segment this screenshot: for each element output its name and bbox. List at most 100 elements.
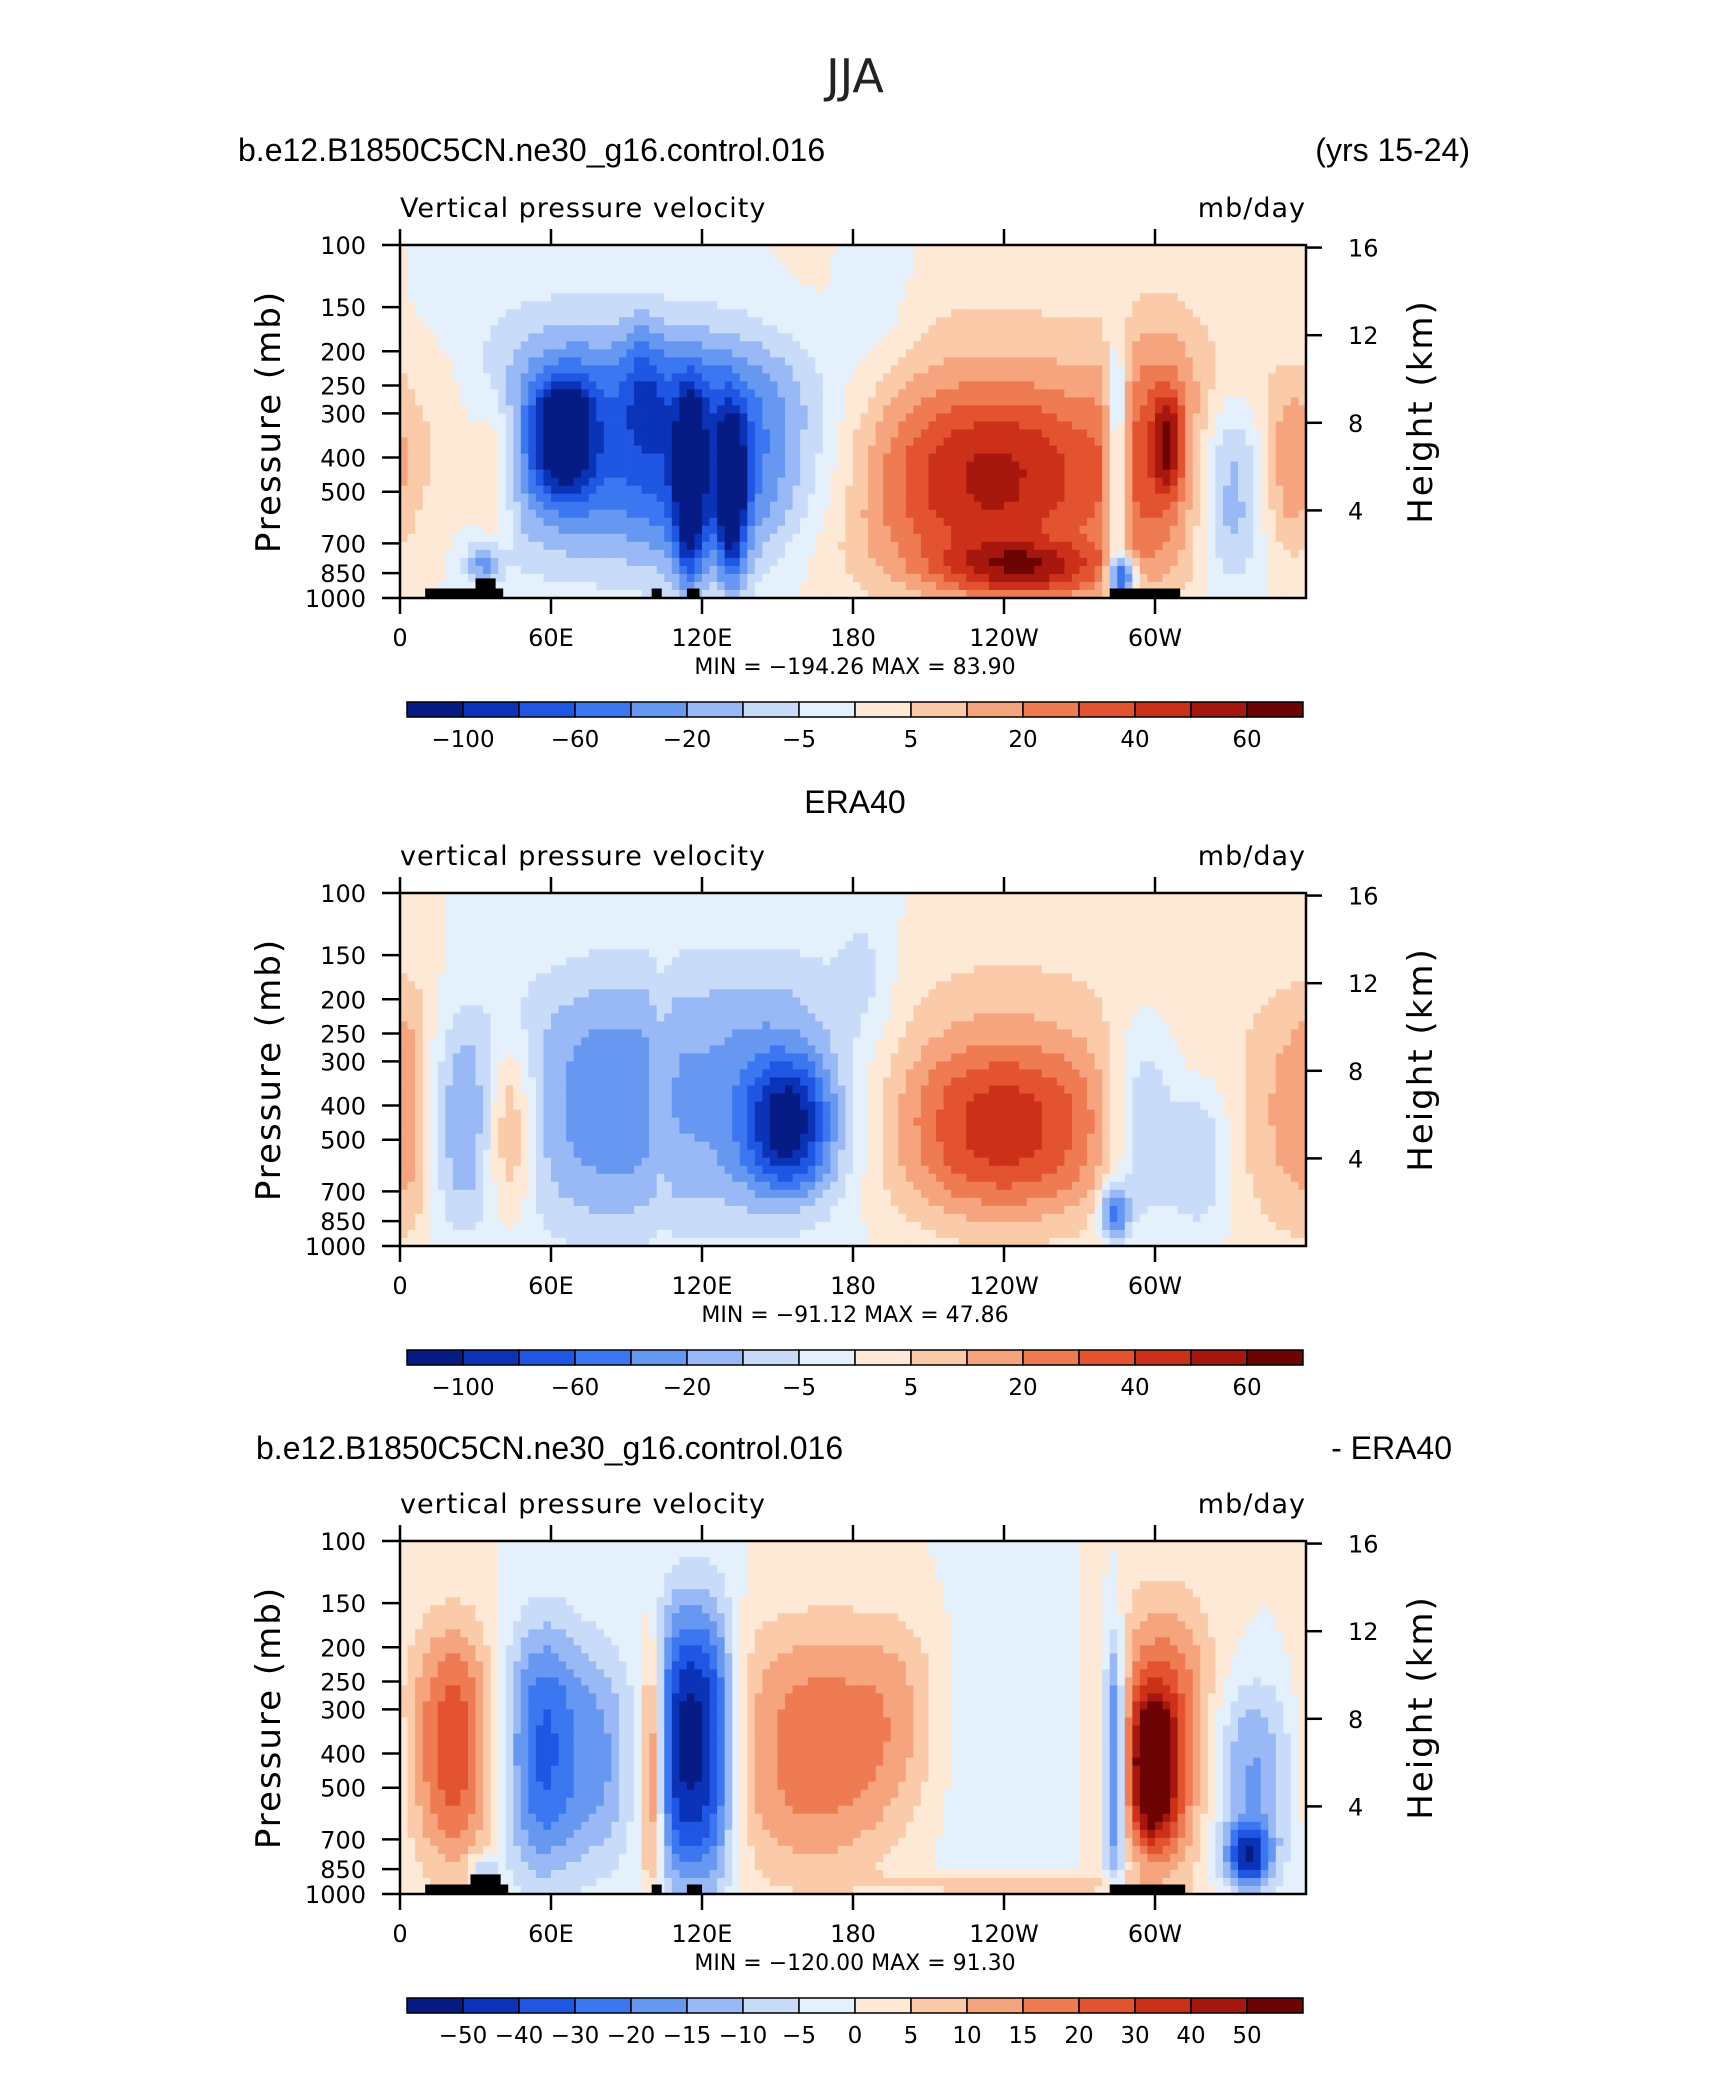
field-cell	[913, 533, 922, 543]
field-cell	[1064, 317, 1073, 326]
field-cell	[1177, 525, 1186, 535]
field-cell	[936, 317, 945, 326]
field-cell	[634, 485, 643, 495]
field-cell	[875, 533, 884, 543]
field-cell	[830, 565, 839, 575]
field-cell	[618, 381, 628, 391]
field-cell	[400, 573, 409, 583]
field-cell	[966, 341, 975, 350]
field-cell	[1290, 357, 1300, 366]
field-cell	[475, 541, 484, 551]
field-cell	[996, 493, 1005, 503]
field-cell	[1064, 525, 1073, 535]
field-cell	[535, 437, 545, 447]
field-cell	[905, 285, 914, 294]
field-cell	[785, 333, 794, 342]
field-cell	[717, 293, 726, 302]
field-cell	[1041, 317, 1050, 326]
field-cell	[875, 549, 884, 559]
field-cell	[573, 381, 582, 391]
field-cell	[1298, 477, 1307, 487]
field-cell	[777, 549, 786, 559]
field-cell	[1238, 397, 1247, 407]
field-cell	[1102, 461, 1111, 471]
field-cell	[1268, 445, 1277, 455]
field-cell	[437, 269, 446, 278]
field-cell	[807, 397, 816, 407]
field-cell	[868, 429, 877, 439]
field-cell	[475, 549, 484, 559]
field-cell	[860, 301, 869, 310]
field-cell	[1268, 469, 1277, 479]
field-cell	[1041, 541, 1050, 551]
field-cell	[1079, 461, 1088, 471]
field-cell	[445, 509, 454, 519]
field-cell	[1034, 485, 1043, 495]
field-cell	[671, 405, 680, 415]
field-cell	[747, 509, 756, 519]
field-cell	[641, 309, 650, 318]
field-cell	[754, 405, 763, 415]
field-cell	[754, 429, 763, 439]
field-cell	[460, 357, 469, 366]
field-cell	[1283, 549, 1292, 559]
field-cell	[1124, 541, 1133, 551]
field-cell	[1215, 357, 1224, 366]
field-cell	[1071, 429, 1081, 439]
field-cell	[1087, 245, 1096, 254]
field-cell	[785, 429, 794, 439]
field-cell	[520, 437, 529, 447]
field-cell	[988, 365, 998, 374]
field-cell	[520, 349, 529, 358]
field-cell	[1147, 301, 1156, 310]
field-cell	[928, 509, 937, 519]
field-cell	[1132, 293, 1141, 302]
field-cell	[422, 293, 431, 302]
field-cell	[920, 541, 930, 551]
field-cell	[928, 285, 937, 294]
field-cell	[883, 397, 892, 407]
field-cell	[1147, 325, 1156, 334]
field-cell	[822, 333, 831, 342]
field-cell	[890, 461, 899, 471]
field-cell	[769, 541, 779, 551]
field-cell	[1071, 397, 1081, 407]
field-cell	[913, 469, 922, 479]
field-cell	[860, 381, 869, 391]
field-cell	[1064, 277, 1073, 286]
field-cell	[437, 317, 446, 326]
field-cell	[830, 389, 839, 399]
field-cell	[981, 397, 990, 407]
field-cell	[1064, 357, 1073, 366]
field-cell	[1177, 301, 1186, 310]
field-cell	[1087, 445, 1096, 455]
field-cell	[1215, 405, 1224, 415]
field-cell	[1253, 461, 1262, 471]
field-cell	[709, 477, 718, 487]
field-cell	[875, 525, 884, 535]
field-cell	[890, 565, 899, 575]
field-cell	[1117, 245, 1126, 254]
field-cell	[1230, 557, 1239, 567]
field-cell	[1019, 477, 1028, 487]
field-cell	[747, 389, 756, 399]
field-cell	[1056, 429, 1065, 439]
field-cell	[936, 429, 945, 439]
field-cell	[1102, 349, 1111, 358]
field-cell	[1298, 245, 1307, 254]
field-cell	[958, 253, 967, 262]
field-cell	[1004, 245, 1013, 254]
field-cell	[415, 525, 424, 535]
field-cell	[1026, 461, 1035, 471]
field-cell	[1245, 365, 1254, 374]
field-cell	[1253, 485, 1262, 495]
field-cell	[1102, 405, 1111, 415]
field-cell	[785, 461, 794, 471]
field-cell	[415, 357, 424, 366]
field-cell	[853, 309, 862, 318]
field-cell	[686, 573, 696, 583]
field-cell	[747, 349, 756, 358]
field-cell	[558, 557, 567, 567]
field-cell	[1222, 485, 1232, 495]
field-cell	[1019, 461, 1028, 471]
